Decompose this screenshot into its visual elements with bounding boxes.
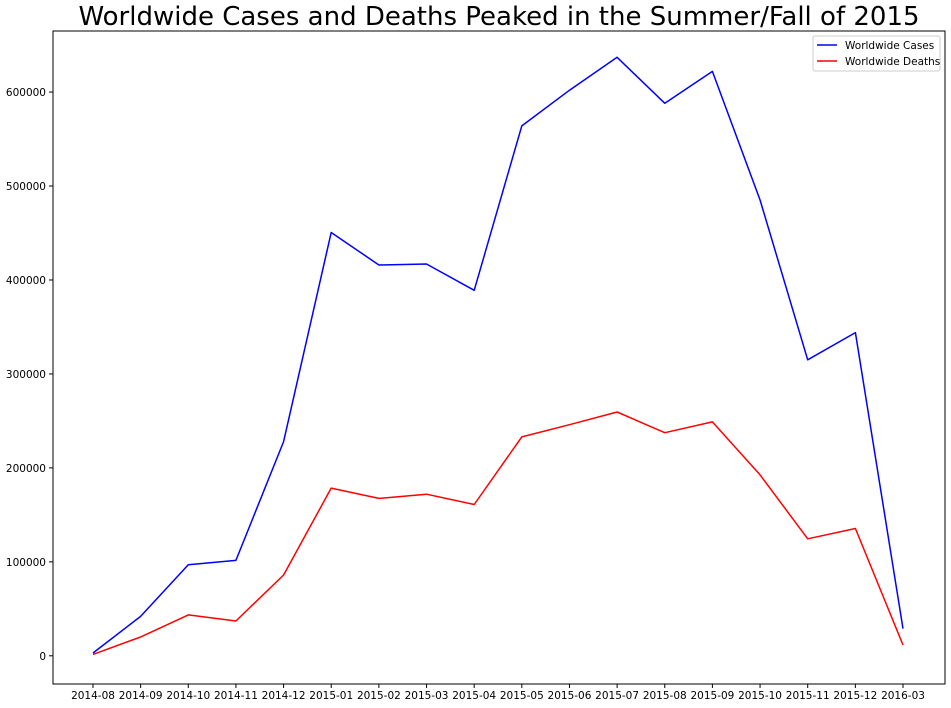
data-point [616,411,618,413]
data-point [426,263,428,265]
x-tick-label: 2014-12 [262,690,306,702]
x-tick-label: 2016-03 [881,690,925,702]
legend-box [812,35,941,72]
data-point [235,560,237,562]
data-point [759,199,761,201]
data-point [664,432,666,434]
chart-title: Worldwide Cases and Deaths Peaked in the… [78,2,920,32]
data-point [902,644,904,646]
x-tick-label: 2015-09 [690,690,734,702]
x-tick-label: 2014-11 [214,690,258,702]
data-point [187,564,189,566]
data-point [140,636,142,638]
x-tick-label: 2015-10 [738,690,782,702]
data-point [712,71,714,73]
x-tick-label: 2015-06 [548,690,592,702]
y-tick-label: 200000 [6,463,46,475]
data-point [521,125,523,127]
y-tick-label: 100000 [6,557,46,569]
series-layer [92,56,904,656]
legend-label: Worldwide Cases [845,40,934,52]
data-point [283,441,285,443]
data-point [330,487,332,489]
y-tick-label: 0 [39,651,46,663]
x-tick-label: 2015-04 [452,690,496,702]
data-point [187,614,189,616]
data-point [759,474,761,476]
data-point [426,493,428,495]
data-point [378,264,380,266]
data-point [569,424,571,426]
x-tick-label: 2015-03 [405,690,449,702]
data-point [330,232,332,234]
legend-label: Worldwide Deaths [845,56,940,68]
data-point [855,332,857,334]
y-tick-label: 500000 [6,181,46,193]
y-tick-label: 400000 [6,275,46,287]
y-tick-label: 600000 [6,87,46,99]
x-tick-label: 2015-05 [500,690,544,702]
y-axis: 0 100000 200000 300000 400000 500000 600000 [6,87,53,663]
data-point [283,574,285,576]
x-tick-label: 2015-02 [357,690,401,702]
x-tick-label: 2014-10 [166,690,210,702]
legend: Worldwide Cases Worldwide Deaths [812,35,941,72]
data-point [807,538,809,540]
data-point [664,103,666,105]
data-point [855,528,857,530]
x-tick-label: 2015-11 [786,690,830,702]
series-line-worldwide-cases [92,56,904,654]
x-tick-label: 2014-09 [119,690,163,702]
data-point [902,628,904,630]
plot-area [52,30,946,685]
data-point [521,436,523,438]
x-tick-label: 2015-07 [595,690,639,702]
data-point [473,290,475,292]
data-point [140,616,142,618]
x-tick-label: 2015-01 [309,690,353,702]
x-tick-label: 2014-08 [71,690,115,702]
x-axis: 2014-08 2014-09 2014-10 2014-11 2014-12 2015-… [71,684,925,702]
x-tick-label: 2015-12 [833,690,877,702]
data-point [807,359,809,361]
data-point [616,57,618,59]
data-point [378,498,380,500]
series-line-worldwide-deaths [92,411,904,656]
y-tick-label: 300000 [6,369,46,381]
x-tick-label: 2015-08 [643,690,687,702]
data-point [569,89,571,91]
data-point [473,504,475,506]
data-point [712,421,714,423]
data-point [92,654,94,656]
data-point [235,620,237,622]
